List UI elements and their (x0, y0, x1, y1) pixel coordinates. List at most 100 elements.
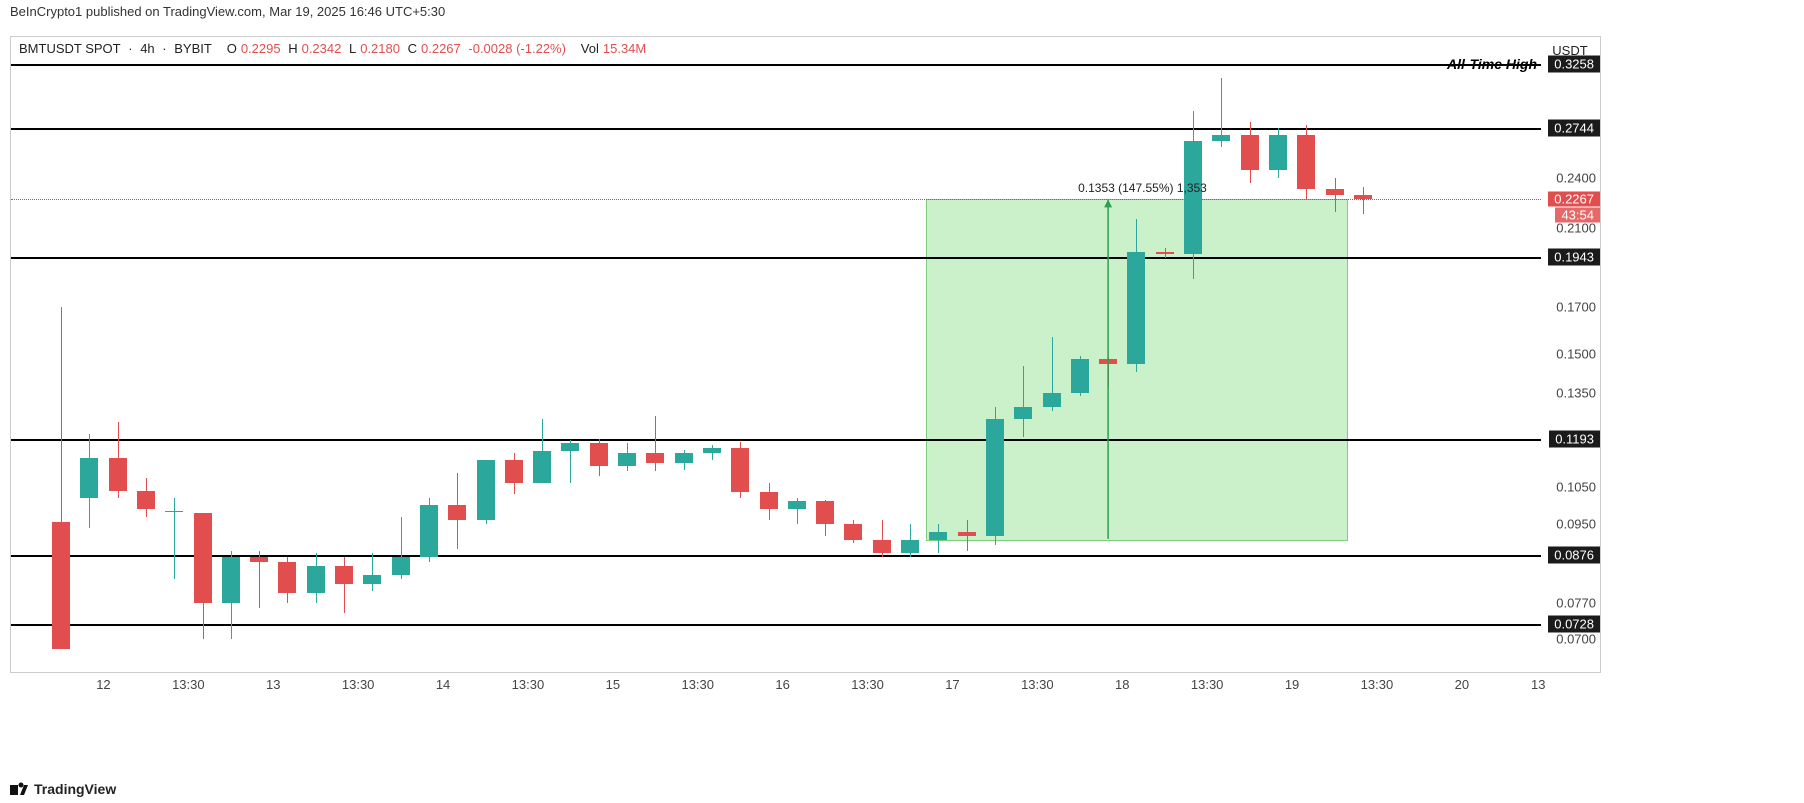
chart-info-bar: BMTUSDT SPOT · 4h · BYBIT O0.2295 H0.234… (19, 41, 650, 56)
change-value: -0.0028 (-1.22%) (468, 41, 566, 56)
x-axis-tick: 18 (1115, 677, 1129, 692)
candle-body[interactable] (137, 491, 155, 509)
candle-wick (1363, 187, 1364, 214)
horizontal-line[interactable] (11, 555, 1541, 557)
candle-body[interactable] (1014, 407, 1032, 419)
candle-body[interactable] (873, 540, 891, 553)
x-axis-tick: 15 (606, 677, 620, 692)
y-axis-level-label: 0.2744 (1548, 119, 1600, 136)
candle-body[interactable] (788, 501, 806, 508)
publish-time: 16:46 UTC+5:30 (349, 4, 445, 19)
candle-body[interactable] (618, 453, 636, 466)
candle-body[interactable] (1297, 135, 1315, 189)
y-axis-tick: 0.2400 (1556, 171, 1596, 186)
interval: 4h (140, 41, 154, 56)
tradingview-logo: TradingView (10, 781, 116, 797)
y-axis-tick: 0.1350 (1556, 386, 1596, 401)
publish-header: BeInCrypto1 published on TradingView.com… (10, 4, 445, 19)
x-axis-tick: 13:30 (681, 677, 714, 692)
candle-body[interactable] (1127, 252, 1145, 364)
x-axis-tick: 19 (1285, 677, 1299, 692)
candle-body[interactable] (335, 566, 353, 584)
x-axis-tick: 13:30 (1191, 677, 1224, 692)
candle-body[interactable] (222, 557, 240, 603)
candle-body[interactable] (448, 505, 466, 520)
candle-body[interactable] (929, 532, 947, 539)
candle-body[interactable] (392, 557, 410, 575)
current-price-line (11, 199, 1541, 200)
y-axis-tick: 0.0950 (1556, 517, 1596, 532)
candle-body[interactable] (958, 532, 976, 536)
h-value: 0.2342 (302, 41, 342, 56)
candle-wick (1023, 366, 1024, 437)
published-text: published on TradingView.com, (86, 4, 266, 19)
x-axis-tick: 16 (775, 677, 789, 692)
y-axis-tick: 0.1500 (1556, 346, 1596, 361)
x-axis-tick: 13:30 (851, 677, 884, 692)
horizontal-line[interactable] (11, 439, 1541, 441)
l-value: 0.2180 (360, 41, 400, 56)
candle-body[interactable] (901, 540, 919, 553)
candle-body[interactable] (1212, 135, 1230, 141)
candle-body[interactable] (52, 522, 70, 649)
candle-body[interactable] (760, 492, 778, 509)
o-value: 0.2295 (241, 41, 281, 56)
y-axis-tick: 0.0770 (1556, 595, 1596, 610)
publish-date: Mar 19, 2025 (269, 4, 346, 19)
candle-body[interactable] (646, 453, 664, 463)
h-label: H (288, 41, 297, 56)
candle-body[interactable] (731, 448, 749, 492)
exchange: BYBIT (174, 41, 212, 56)
x-axis-tick: 13:30 (342, 677, 375, 692)
candle-body[interactable] (477, 460, 495, 521)
c-value: 0.2267 (421, 41, 461, 56)
tradingview-icon (10, 782, 28, 796)
l-label: L (349, 41, 356, 56)
candle-body[interactable] (1184, 141, 1202, 254)
candle-body[interactable] (1354, 195, 1372, 200)
candle-body[interactable] (363, 575, 381, 584)
candle-body[interactable] (986, 419, 1004, 537)
x-axis-tick: 13 (266, 677, 280, 692)
candle-body[interactable] (420, 505, 438, 557)
x-axis-tick: 13 (1531, 677, 1545, 692)
candle-body[interactable] (703, 448, 721, 453)
candle-body[interactable] (1099, 359, 1117, 364)
y-axis-level-label: 0.1193 (1549, 431, 1600, 448)
candle-body[interactable] (561, 443, 579, 451)
horizontal-line[interactable] (11, 257, 1541, 259)
vol-value: 15.34M (603, 41, 646, 56)
candle-body[interactable] (533, 451, 551, 483)
y-axis-level-label: 0.3258 (1548, 55, 1600, 72)
o-label: O (227, 41, 237, 56)
candle-body[interactable] (307, 566, 325, 593)
horizontal-line[interactable] (11, 64, 1541, 66)
current-price-label: 0.2267 (1548, 192, 1600, 207)
horizontal-line[interactable] (11, 128, 1541, 130)
candle-body[interactable] (1071, 359, 1089, 393)
candle-wick (372, 553, 373, 591)
candle-body[interactable] (816, 501, 834, 524)
candle-body[interactable] (278, 562, 296, 594)
logo-text: TradingView (34, 781, 116, 797)
horizontal-line[interactable] (11, 624, 1541, 626)
candle-body[interactable] (109, 458, 127, 491)
candle-body[interactable] (194, 513, 212, 603)
candle-body[interactable] (1269, 135, 1287, 170)
candle-body[interactable] (505, 460, 523, 484)
candle-body[interactable] (675, 453, 693, 463)
candle-body[interactable] (1241, 135, 1259, 170)
candle-body[interactable] (844, 524, 862, 540)
candle-body[interactable] (590, 443, 608, 466)
candle-body[interactable] (80, 458, 98, 498)
measure-label: 0.1353 (147.55%) 1,353 (1078, 181, 1207, 195)
candle-body[interactable] (1156, 252, 1174, 254)
y-axis[interactable]: USDT 0.24000.21000.17000.15000.13500.105… (1540, 36, 1601, 673)
candle-body[interactable] (165, 511, 183, 512)
candle-wick (655, 416, 656, 471)
x-axis-tick: 17 (945, 677, 959, 692)
candle-body[interactable] (250, 557, 268, 561)
candle-body[interactable] (1326, 189, 1344, 195)
candle-body[interactable] (1043, 393, 1061, 407)
candlestick-chart[interactable]: BMTUSDT SPOT · 4h · BYBIT O0.2295 H0.234… (10, 36, 1541, 673)
